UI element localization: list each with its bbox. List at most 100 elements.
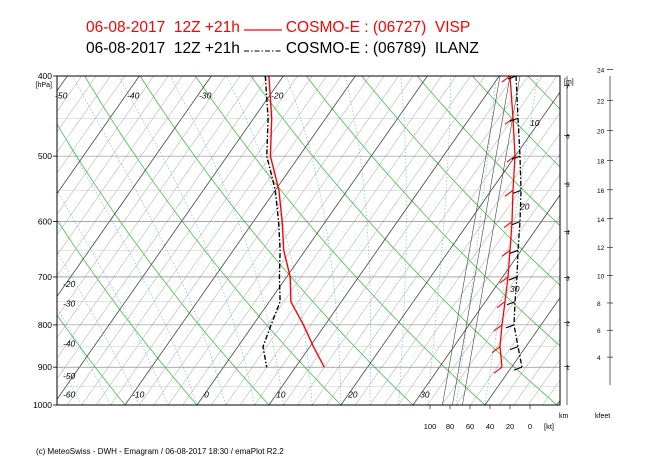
temperature-label-bottom: 20 [347, 390, 358, 400]
pressure-tick-label: 900 [38, 362, 52, 372]
kfeet-tick-label: 20 [597, 129, 605, 136]
legend-station: VISP [434, 19, 471, 36]
isotherm [67, 76, 298, 405]
wind-barb-visp [491, 346, 501, 354]
isotherm [484, 297, 560, 405]
temperature-label-left: -40 [63, 339, 76, 349]
wind-barb-ilanz [509, 117, 519, 122]
wind-speed-line [442, 75, 501, 406]
axis-labels: 4005006007008009001000[hPa]1234567[m]468… [33, 67, 610, 431]
footer-copyright: (c) MeteoSwiss - DWH - Emagram / 06-08-2… [36, 447, 284, 456]
km-unit-label: km [559, 413, 569, 420]
isotherm [182, 76, 414, 405]
height-ticks [564, 69, 613, 405]
legend-model: COSMO-E : (06727) [285, 19, 427, 36]
temperature-label-left: -20 [63, 279, 76, 289]
wind-barb-ilanz [505, 324, 515, 329]
kfeet-tick-label: 18 [597, 158, 605, 165]
isotherm [513, 338, 560, 405]
isotherm [57, 76, 140, 195]
moist-adiabat [169, 76, 284, 405]
pressure-unit-label: [hPa] [36, 82, 52, 89]
kfeet-tick-label: 10 [597, 273, 605, 280]
wind-barb-visp [503, 221, 513, 229]
dewpoint-profile-visp [0, 76, 16, 367]
isotherm [110, 76, 342, 405]
legend-entry-visp: 06-08-2017 12Z +21h COSMO-E : (06727) VIS… [86, 19, 470, 37]
isotherm [57, 76, 183, 256]
isotherm [427, 215, 560, 405]
kfeet-tick-label: 22 [597, 98, 605, 105]
height-m-tick-label: 4 [566, 229, 570, 236]
dry-adiabat [0, 76, 53, 405]
isotherm [57, 76, 126, 174]
dry-adiabat [57, 314, 126, 405]
isotherm [57, 76, 169, 236]
isotherm [57, 76, 82, 112]
legend-station: ILANZ [434, 40, 479, 57]
height-m-tick-label: 1 [566, 365, 570, 372]
kfeet-tick-label: 4 [597, 355, 601, 362]
height-m-tick-label: 2 [566, 321, 570, 328]
isotherm [57, 76, 154, 215]
wind-speed-profile-ilanz [513, 75, 523, 368]
dry-adiabat [57, 219, 198, 405]
wind-speed-line-label: 10 [530, 118, 540, 128]
isotherm [283, 76, 514, 405]
wind-barb-visp [496, 301, 506, 309]
isotherm [0, 76, 10, 405]
temperature-label-bottom: 30 [420, 390, 430, 400]
isotherm [81, 76, 313, 405]
kfeet-tick-label: 6 [597, 328, 601, 335]
isotherm [225, 76, 457, 405]
isotherm [95, 76, 327, 405]
legend-run: 12Z +21h [173, 19, 240, 36]
moist-adiabat [398, 76, 407, 405]
legend-date: 06-08-2017 [86, 19, 166, 36]
wind-barb-visp [499, 276, 509, 284]
isotherm [57, 76, 97, 133]
isotherm [0, 76, 24, 405]
wind-speed-line [452, 75, 511, 406]
isotherm [369, 132, 560, 405]
isotherm [139, 76, 370, 405]
dry-adiabats [0, 76, 560, 405]
wind-speed-profile-visp [499, 75, 516, 368]
isotherm [355, 112, 560, 405]
moist-adiabat [57, 307, 111, 405]
isotherm [383, 153, 560, 405]
wind-barb-visp [501, 75, 511, 83]
isotherm [57, 76, 226, 318]
wind-speed-line [462, 75, 521, 406]
wind-barb-ilanz [513, 366, 523, 371]
dry-adiabat [305, 76, 560, 347]
pressure-tick-label: 800 [38, 320, 52, 330]
legend-run: 12Z +21h [173, 40, 240, 57]
wind-barb-visp [493, 366, 503, 374]
temperature-label-top: -30 [199, 91, 212, 101]
isotherm [311, 76, 543, 405]
wind-axis-tick-label: 40 [486, 422, 494, 431]
height-m-tick-label: 3 [566, 276, 570, 283]
isotherm [340, 91, 560, 405]
temperature-label-left: -60 [63, 390, 76, 400]
wind-barb-ilanz [512, 189, 522, 194]
pressure-tick-label: 700 [38, 272, 52, 282]
temperature-label-top: -20 [271, 91, 284, 101]
wind-speed-line-label: 20 [519, 201, 530, 211]
pressure-tick-label: 400 [38, 71, 52, 81]
isotherms [0, 76, 560, 405]
wind-axis-unit-label: [kt] [544, 422, 554, 431]
legend-entry-ilanz: 06-08-2017 12Z +21h COSMO-E : (06789) ILA… [86, 40, 479, 58]
isotherm [441, 235, 560, 405]
wind-axis-tick-label: 20 [506, 422, 514, 431]
height-m-tick-label: 5 [566, 182, 570, 189]
wind-barb-ilanz [508, 276, 518, 281]
dry-adiabat [139, 76, 414, 405]
isotherm [196, 76, 428, 405]
temperature-profile-visp [268, 76, 325, 368]
wind-barb-visp [501, 249, 511, 257]
temperature-label-top: -40 [127, 91, 140, 101]
isotherm [527, 359, 560, 405]
